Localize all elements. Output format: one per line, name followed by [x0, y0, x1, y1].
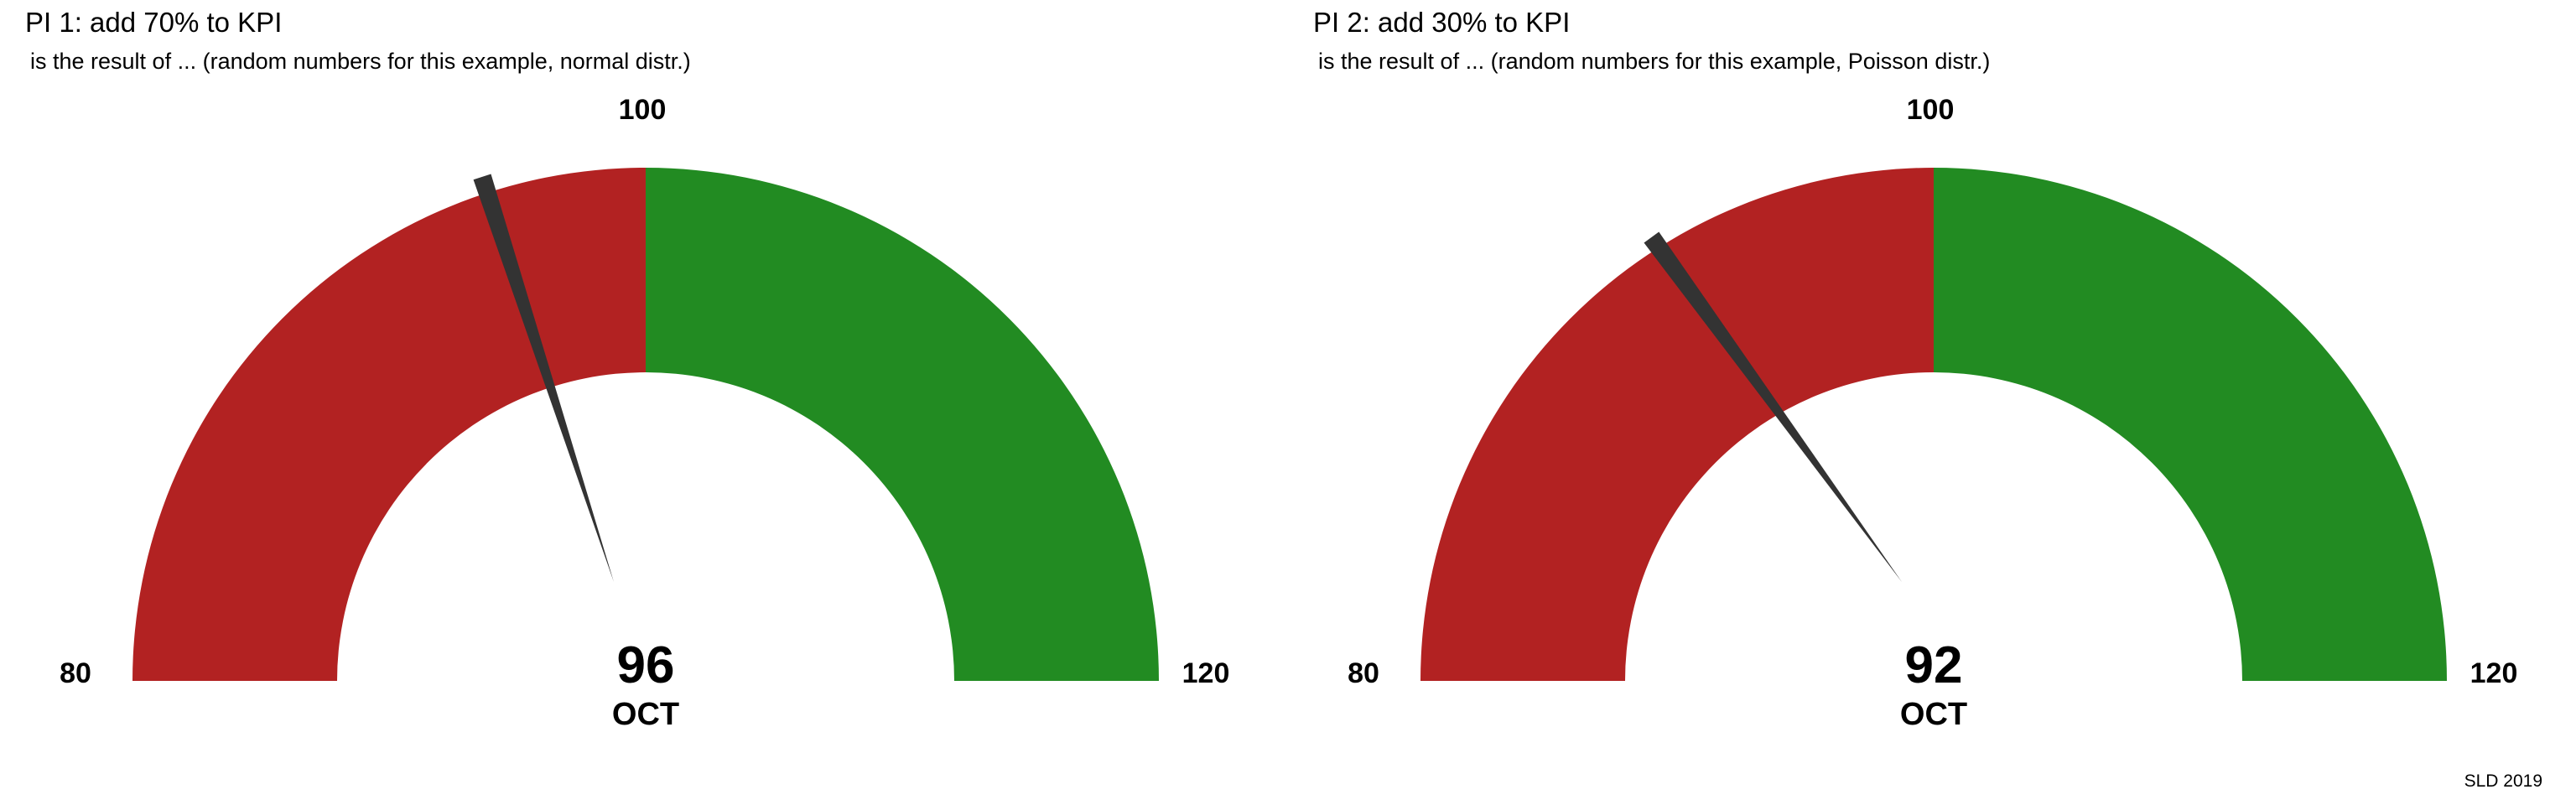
gauge-band-below-target: [132, 168, 646, 681]
gauge-title: PI 1: add 70% to KPI: [25, 7, 283, 38]
gauge-panel-1: PI 1: add 70% to KPI is the result of ..…: [25, 7, 1230, 732]
gauge-label-max: 120: [2470, 657, 2518, 689]
gauge-subtitle: is the result of ... (random numbers for…: [1318, 49, 1991, 74]
gauge-period-label: OCT: [612, 697, 679, 732]
gauge-needle: [473, 174, 614, 582]
gauge-label-max: 120: [1182, 657, 1230, 689]
gauge-band-below-target: [1420, 168, 1934, 681]
gauge-1-svg: 80 100 120 96 OCT: [60, 94, 1230, 732]
gauge-needle: [1644, 231, 1902, 582]
gauge-label-mid: 100: [619, 94, 667, 126]
gauge-subtitle: is the result of ... (random numbers for…: [30, 49, 691, 74]
footer-caption: SLD 2019: [2464, 771, 2542, 791]
gauge-band-above-target: [646, 168, 1159, 681]
gauge-label-min: 80: [60, 657, 91, 689]
gauge-title: PI 2: add 30% to KPI: [1313, 7, 1571, 38]
gauge-band-above-target: [1934, 168, 2447, 681]
gauge-panel-2: PI 2: add 30% to KPI is the result of ..…: [1288, 0, 2576, 805]
gauge-label-mid: 100: [1907, 94, 1955, 126]
gauge-period-label: OCT: [1900, 697, 1967, 732]
gauge-value-label: 92: [1905, 636, 1963, 694]
gauge-2-svg: 80 100 120 92 OCT: [1348, 94, 2518, 732]
gauge-label-min: 80: [1348, 657, 1379, 689]
gauge-value-label: 96: [617, 636, 675, 694]
